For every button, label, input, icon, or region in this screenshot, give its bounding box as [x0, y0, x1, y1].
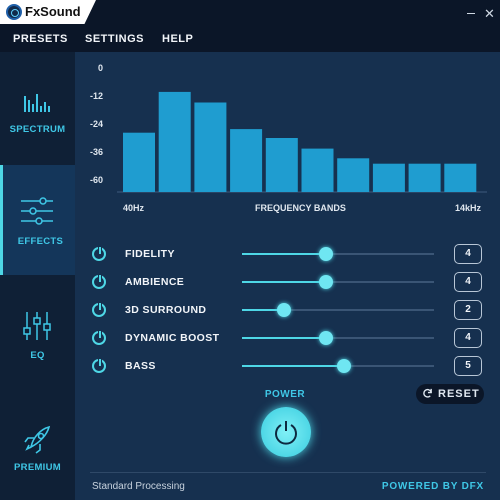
spectrum-bar: [301, 148, 334, 192]
spectrum-bar: [230, 129, 263, 192]
sidebar-label-eq: EQ: [30, 350, 45, 361]
menu-bar: PRESETS SETTINGS HELP: [0, 28, 500, 52]
spectrum-bar: [408, 163, 441, 192]
sidebar-label-spectrum: SPECTRUM: [9, 124, 66, 135]
slider-fill: [242, 281, 327, 283]
powered-by-link[interactable]: POWERED BY DFX: [381, 481, 484, 492]
spectrum-bar: [123, 132, 155, 192]
effect-slider[interactable]: [242, 247, 434, 261]
effect-value[interactable]: 2: [454, 300, 482, 320]
spectrum-bar: [265, 138, 298, 192]
effect-value[interactable]: 4: [454, 244, 482, 264]
spectrum-bar: [158, 91, 191, 192]
spectrum-bars: [117, 91, 487, 193]
sidebar-item-eq[interactable]: EQ: [0, 282, 75, 392]
slider-knob[interactable]: [319, 247, 334, 261]
menu-presets[interactable]: PRESETS: [13, 33, 68, 45]
rocket-icon: [24, 425, 51, 454]
reset-button[interactable]: RESET: [416, 384, 484, 404]
effect-label: FIDELITY: [125, 248, 175, 260]
effect-toggle-icon[interactable]: [92, 302, 106, 317]
effect-slider[interactable]: [242, 275, 434, 289]
slider-fill: [242, 253, 327, 255]
effect-value[interactable]: 4: [454, 328, 482, 348]
effect-label: AMBIENCE: [125, 276, 185, 288]
sidebar-item-effects[interactable]: EFFECTS: [0, 165, 75, 275]
effect-slider[interactable]: [242, 303, 434, 317]
spectrum-bar: [444, 163, 477, 192]
sidebar-label-effects: EFFECTS: [17, 236, 64, 247]
app-logo: FxSound: [0, 0, 96, 24]
x-axis-label: FREQUENCY BANDS: [255, 203, 346, 213]
effect-toggle-icon[interactable]: [92, 246, 106, 261]
effect-slider[interactable]: [242, 331, 434, 345]
effect-slider[interactable]: [242, 359, 434, 373]
sidebar-label-premium: PREMIUM: [14, 462, 61, 473]
effect-value[interactable]: 4: [454, 272, 482, 292]
effects-sliders-icon: [21, 197, 53, 225]
spectrum-chart: 0 -12 -24 -36 -60 40Hz FREQUENCY BANDS 14kHz: [83, 58, 493, 218]
slider-knob[interactable]: [277, 303, 292, 317]
y-tick-label: -36: [89, 147, 103, 157]
slider-knob[interactable]: [319, 331, 334, 345]
y-tick-label: 0: [97, 63, 103, 73]
processing-status: Standard Processing: [92, 481, 185, 492]
slider-fill: [242, 365, 344, 367]
minimize-icon[interactable]: [467, 13, 475, 14]
effect-label: 3D SURROUND: [125, 304, 207, 316]
power-button[interactable]: [261, 407, 311, 457]
spectrum-bar: [372, 163, 405, 192]
power-label: POWER: [264, 389, 306, 400]
effect-label: DYNAMIC BOOST: [125, 332, 220, 344]
close-icon[interactable]: ✕: [484, 6, 495, 21]
spectrum-bar: [337, 158, 370, 192]
eq-icon: [23, 312, 51, 340]
footer-divider: [90, 472, 486, 473]
fxsound-logo-icon: [6, 4, 22, 20]
effect-toggle-icon[interactable]: [92, 330, 106, 345]
spectrum-icon: [24, 94, 50, 112]
slider-fill: [242, 337, 327, 339]
power-icon: [275, 421, 297, 445]
x-axis-end-label: 14kHz: [455, 203, 482, 213]
effect-row: FIDELITY 4: [90, 243, 490, 265]
sidebar-item-spectrum[interactable]: SPECTRUM: [0, 52, 75, 162]
x-axis-start-label: 40Hz: [123, 203, 145, 213]
sidebar: SPECTRUM EFFECTS EQ: [0, 52, 75, 500]
reset-label: RESET: [438, 388, 480, 400]
effect-toggle-icon[interactable]: [92, 358, 106, 373]
effect-label: BASS: [125, 360, 156, 372]
effect-row: AMBIENCE 4: [90, 271, 490, 293]
y-tick-label: -60: [89, 175, 103, 185]
sidebar-item-premium[interactable]: PREMIUM: [0, 397, 75, 500]
title-bar: FxSound ✕: [0, 0, 500, 28]
slider-knob[interactable]: [336, 359, 351, 373]
y-tick-label: -24: [89, 119, 103, 129]
menu-settings[interactable]: SETTINGS: [85, 33, 145, 45]
slider-fill: [242, 309, 285, 311]
effect-row: 3D SURROUND 2: [90, 299, 490, 321]
slider-knob[interactable]: [319, 275, 334, 289]
app-name: FxSound: [25, 4, 81, 19]
spectrum-bar: [194, 102, 227, 192]
effect-toggle-icon[interactable]: [92, 274, 106, 289]
effect-value[interactable]: 5: [454, 356, 482, 376]
refresh-icon: [423, 388, 432, 398]
effect-row: BASS 5: [90, 355, 490, 377]
effect-row: DYNAMIC BOOST 4: [90, 327, 490, 349]
y-tick-label: -12: [89, 91, 103, 101]
menu-help[interactable]: HELP: [162, 33, 194, 45]
